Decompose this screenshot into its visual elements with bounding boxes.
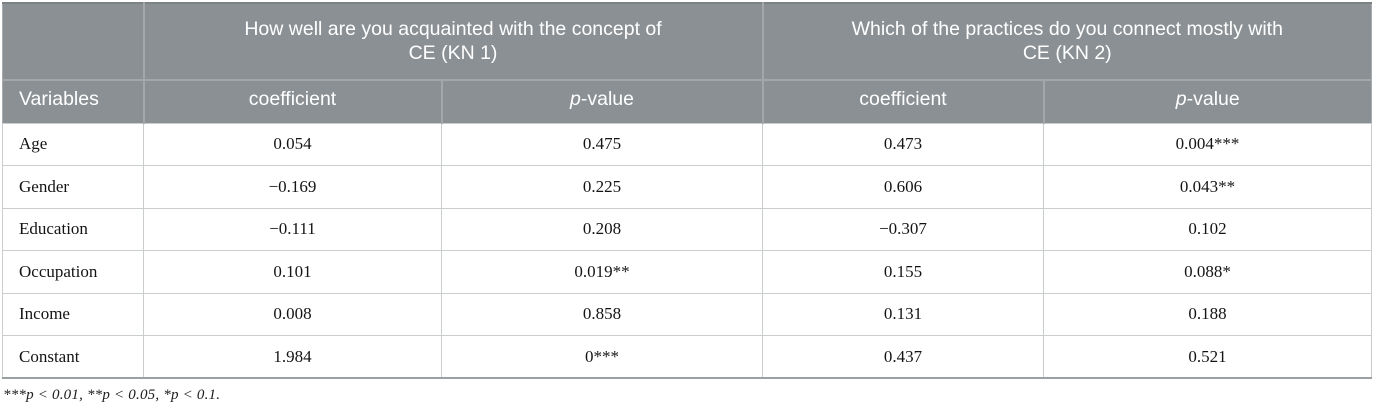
kn1-coefficient-value: 0.101 [143, 250, 442, 294]
kn1-pvalue-value: 0.019** [440, 250, 764, 294]
corner-cell [2, 3, 144, 80]
kn2-pvalue-value: 0.004*** [1043, 122, 1373, 166]
kn2-coefficient-value: 0.131 [762, 292, 1045, 336]
variable-label: Education [2, 207, 144, 251]
kn1-pvalue-value: 0.208 [440, 207, 764, 251]
table-row-education: Education −0.111 0.208 −0.307 0.102 [2, 207, 1373, 251]
table-row-constant: Constant 1.984 0*** 0.437 0.521 [2, 335, 1373, 379]
group-header-kn1: How well are you acquainted with the con… [142, 3, 763, 80]
kn1-pvalue-value: 0*** [440, 335, 764, 379]
pvalue-suffix: -value [1186, 88, 1240, 111]
table-row-occupation: Occupation 0.101 0.019** 0.155 0.088* [2, 250, 1373, 294]
variable-label: Age [2, 122, 144, 166]
kn1-coefficient-value: −0.169 [143, 165, 442, 209]
kn1-coefficient-value: −0.111 [143, 207, 442, 251]
column-header-pvalue-kn1: p-value [440, 79, 763, 123]
group-header-row: How well are you acquainted with the con… [2, 3, 1372, 80]
column-header-pvalue-kn2: p-value [1042, 79, 1372, 123]
kn2-coefficient-value: −0.307 [762, 207, 1045, 251]
table-row-gender: Gender −0.169 0.225 0.606 0.043** [2, 165, 1373, 209]
kn2-coefficient-value: 0.437 [762, 335, 1045, 379]
group-header-kn1-line1: How well are you acquainted with the con… [244, 18, 662, 41]
column-header-coefficient-kn1: coefficient [142, 79, 442, 123]
variable-label: Occupation [2, 250, 144, 294]
significance-footnote: ***p < 0.01, **p < 0.05, *p < 0.1. [3, 387, 221, 403]
kn2-coefficient-value: 0.473 [762, 122, 1045, 166]
kn2-pvalue-value: 0.521 [1043, 335, 1373, 379]
pvalue-p-italic: p [1175, 88, 1187, 111]
group-header-kn2: Which of the practices do you connect mo… [761, 3, 1372, 80]
table-row-income: Income 0.008 0.858 0.131 0.188 [2, 292, 1373, 336]
group-header-kn2-line2: CE (KN 2) [1022, 41, 1112, 64]
table-header: How well are you acquainted with the con… [2, 3, 1372, 123]
variable-label: Constant [2, 335, 144, 379]
table-body: Age 0.054 0.475 0.473 0.004*** Gender −0… [2, 122, 1373, 379]
kn1-pvalue-value: 0.858 [440, 292, 764, 336]
kn2-pvalue-value: 0.102 [1043, 207, 1373, 251]
variable-label: Income [2, 292, 144, 336]
regression-results-table: How well are you acquainted with the con… [2, 2, 1373, 379]
kn2-pvalue-value: 0.043** [1043, 165, 1373, 209]
kn2-pvalue-value: 0.088* [1043, 250, 1373, 294]
kn1-pvalue-value: 0.225 [440, 165, 764, 209]
variable-label: Gender [2, 165, 144, 209]
kn2-coefficient-value: 0.155 [762, 250, 1045, 294]
kn2-pvalue-value: 0.188 [1043, 292, 1373, 336]
pvalue-p-italic: p [570, 88, 581, 111]
column-header-coefficient-kn2: coefficient [761, 79, 1044, 123]
kn1-pvalue-value: 0.475 [440, 122, 764, 166]
column-header-row: Variables coefficient p-value coefficien… [2, 79, 1372, 123]
group-header-kn2-line1: Which of the practices do you connect mo… [851, 18, 1283, 41]
kn1-coefficient-value: 1.984 [143, 335, 442, 379]
kn1-coefficient-value: 0.054 [143, 122, 442, 166]
table-row-age: Age 0.054 0.475 0.473 0.004*** [2, 122, 1373, 166]
pvalue-suffix: -value [580, 88, 634, 111]
column-header-variables: Variables [2, 79, 144, 123]
kn1-coefficient-value: 0.008 [143, 292, 442, 336]
kn2-coefficient-value: 0.606 [762, 165, 1045, 209]
group-header-kn1-line2: CE (KN 1) [408, 41, 498, 64]
